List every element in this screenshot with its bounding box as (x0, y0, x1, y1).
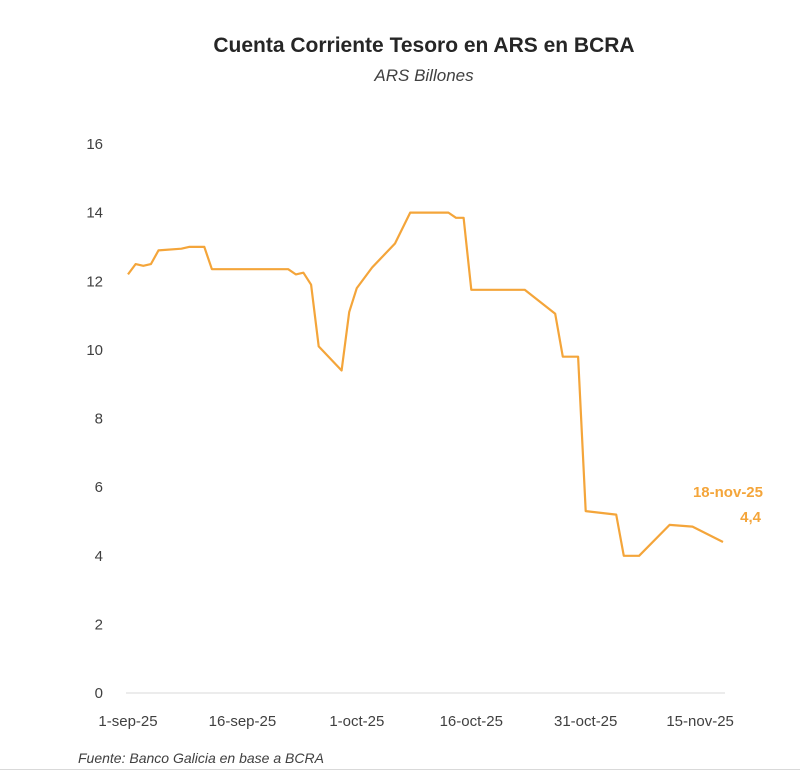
x-axis-ticks: 1-sep-25 16-sep-25 1-oct-25 16-oct-25 31-oct… (98, 713, 733, 730)
x-tick-label: 31-oct-25 (554, 713, 617, 730)
y-tick-label: 16 (86, 136, 103, 153)
series-line (127, 211, 724, 557)
x-tick-label: 1-sep-25 (98, 713, 157, 730)
y-tick-label: 6 (95, 479, 103, 496)
x-tick-label: 16-oct-25 (440, 713, 503, 730)
y-tick-label: 12 (86, 273, 103, 290)
y-tick-label: 8 (95, 411, 103, 428)
annotation-value-label: 4,4 (740, 509, 762, 526)
y-tick-label: 2 (95, 616, 103, 633)
chart-title: Cuenta Corriente Tesoro en ARS en BCRA (213, 34, 635, 57)
y-tick-label: 10 (86, 342, 103, 359)
x-tick-label: 15-nov-25 (666, 713, 734, 730)
y-tick-label: 4 (95, 548, 103, 565)
chart-subtitle: ARS Billones (374, 66, 474, 85)
source-note: Fuente: Banco Galicia en base a BCRA (78, 750, 324, 766)
annotation-date-label: 18-nov-25 (693, 484, 763, 501)
bottom-divider (0, 769, 800, 770)
y-tick-label: 14 (86, 205, 103, 222)
x-tick-label: 16-sep-25 (209, 713, 277, 730)
y-tick-label: 0 (95, 685, 103, 702)
x-tick-label: 1-oct-25 (329, 713, 384, 730)
y-axis-ticks: 0 2 4 6 8 10 12 14 16 (86, 136, 103, 702)
